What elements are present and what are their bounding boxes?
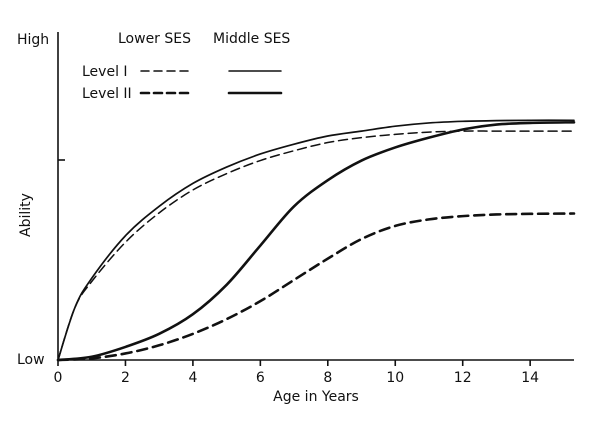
y-axis-label: Ability [18,193,34,237]
axes: 0 2 4 6 8 10 12 14 [54,32,574,386]
x-axis-label: Age in Years [273,389,359,405]
x-tick-label: 4 [188,370,197,386]
y-tick-high: High [17,32,49,48]
legend-row-level-1: Level I [82,64,128,80]
x-tick-label: 6 [256,370,265,386]
series-lower-ses-level-ii [56,212,576,362]
series-lower-ses-level-i [57,130,575,361]
series-middle-ses-level-ii [56,120,576,362]
legend-row-level-2: Level II [82,86,132,102]
x-tick-label: 14 [521,370,539,386]
x-tick-label: 8 [323,370,332,386]
curves [56,119,576,362]
legend: Lower SES Middle SES Level I Level II [82,31,290,102]
x-tick-label: 12 [454,370,472,386]
legend-header-middle-ses: Middle SES [213,31,290,47]
x-tick-label: 10 [386,370,404,386]
y-tick-low: Low [17,352,45,368]
x-tick-label: 2 [121,370,130,386]
x-tick-label: 0 [54,370,63,386]
series-middle-ses-level-i [57,119,575,361]
legend-header-lower-ses: Lower SES [118,31,191,47]
